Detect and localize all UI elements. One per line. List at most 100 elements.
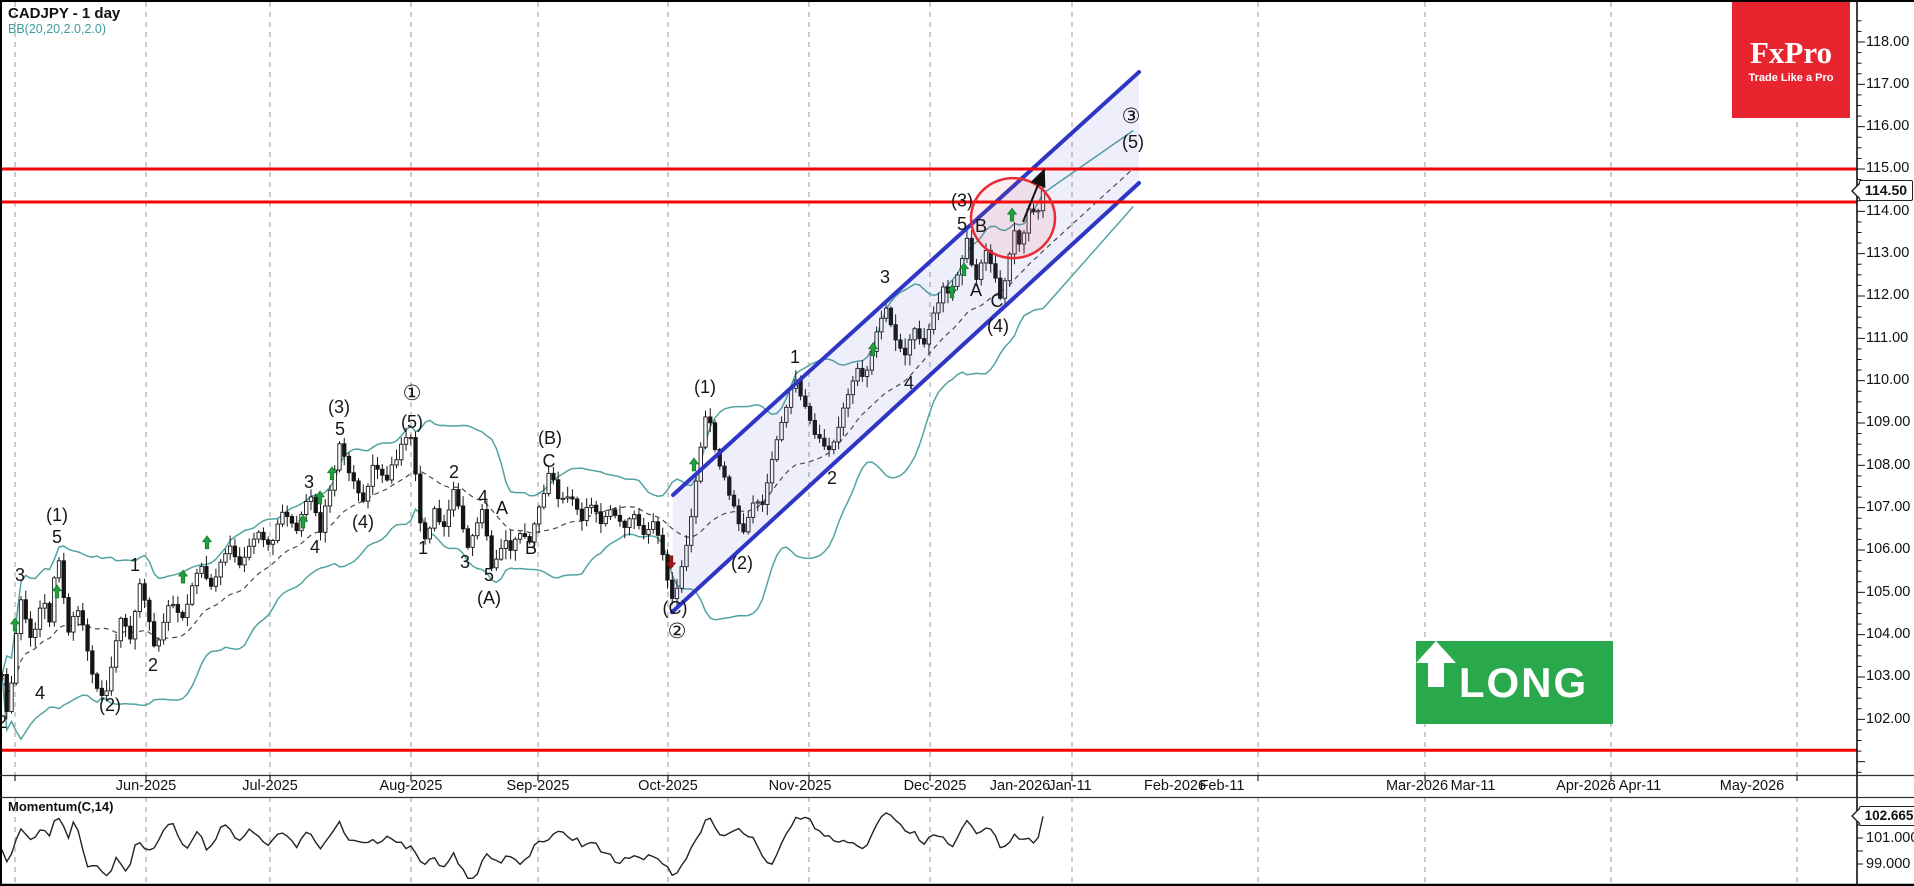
momentum-value-tag: 102.665: [1859, 806, 1914, 826]
candle-body: [408, 437, 413, 440]
candle-body: [907, 339, 913, 356]
candle-body: [180, 611, 185, 619]
wave-label: ②: [668, 620, 687, 643]
candle-body: [603, 515, 608, 525]
wave-label: 1: [790, 347, 800, 367]
candle-body: [717, 449, 722, 467]
candle-body: [670, 579, 675, 599]
candle-body: [674, 587, 680, 599]
candle-body: [536, 506, 542, 525]
candle-body: [175, 604, 181, 613]
candle-body: [546, 472, 551, 495]
candle-body: [351, 472, 356, 482]
candle-body: [803, 395, 808, 407]
candle-body: [289, 516, 295, 524]
candle-body: [974, 264, 979, 280]
candle-body: [232, 545, 238, 558]
candle-body: [665, 554, 670, 581]
candle-body: [342, 443, 347, 457]
candle-body: [560, 497, 566, 500]
candle-body: [888, 307, 894, 326]
price-axis-label: 113.00: [1866, 245, 1910, 262]
date-axis-label: Jul-2025: [242, 778, 298, 794]
candle-body: [118, 617, 123, 642]
candle-body: [199, 565, 204, 574]
candle-body: [979, 262, 984, 280]
price-axis-label: 118.00: [1866, 33, 1910, 50]
candle-body: [446, 509, 451, 527]
date-axis-label: Apr-11: [1618, 778, 1662, 794]
candle-body: [109, 666, 114, 692]
candle-body: [1002, 280, 1008, 299]
date-axis-label: Jun-2025: [115, 778, 177, 794]
candle-body: [308, 496, 314, 502]
wave-label: 3: [460, 552, 470, 572]
candle-body: [209, 577, 214, 587]
candle-body: [266, 539, 271, 545]
price-axis-label: 115.00: [1866, 160, 1910, 177]
candle-body: [503, 540, 509, 549]
buy-arrow-icon: [51, 584, 63, 599]
date-axis-label: Oct-2025: [638, 778, 698, 794]
candle-body: [579, 508, 585, 522]
channel-upper-line[interactable]: [671, 70, 1141, 497]
candle-body: [812, 419, 817, 435]
price-axis-label: 114.00: [1866, 202, 1910, 219]
candle-body: [123, 617, 128, 627]
candle-body: [161, 621, 166, 641]
price-axis-label: 107.00: [1866, 499, 1911, 516]
wave-label: 2: [0, 712, 7, 732]
candle-body: [33, 628, 38, 638]
candle-body: [61, 560, 66, 599]
candle-body: [80, 610, 85, 626]
candle-body: [941, 286, 946, 304]
candle-body: [712, 422, 718, 450]
candle-body: [556, 479, 561, 500]
candle-body: [883, 307, 889, 319]
candle-body: [99, 687, 104, 696]
bb-middle-band: [2, 168, 1134, 694]
candle-body: [1017, 230, 1022, 245]
bollinger-indicator-label: BB(20,20,2.0,2.0): [8, 22, 106, 36]
candle-body: [617, 514, 623, 522]
candle-body: [9, 682, 14, 713]
candle-body: [375, 464, 380, 470]
price-axis-label: 117.00: [1866, 75, 1910, 92]
fxpro-logo-name: FxPro: [1749, 34, 1833, 70]
candle-body: [394, 459, 399, 466]
candle-body: [304, 501, 309, 515]
date-axis-label: Apr-2026: [1556, 778, 1616, 794]
candle-body: [251, 538, 257, 547]
price-axis-label: 110.00: [1866, 372, 1910, 389]
candle-body: [898, 339, 903, 349]
candle-body: [722, 465, 727, 478]
candle-body: [437, 508, 442, 523]
wave-label: ①: [403, 382, 422, 405]
sell-arrow-icon: [665, 555, 677, 570]
wave-label: (4): [987, 316, 1009, 336]
candle-body: [551, 472, 556, 481]
candle-body: [451, 489, 456, 511]
channel-lower-line[interactable]: [670, 180, 1141, 615]
price-axis-label: 108.00: [1866, 456, 1911, 473]
current-price-tag: 114.50: [1859, 180, 1913, 201]
candle-body: [285, 511, 290, 517]
candle-body: [494, 558, 499, 569]
buy-arrow-icon: [958, 262, 970, 277]
wave-label: ③: [1122, 105, 1141, 128]
candle-body: [151, 621, 157, 647]
candle-body: [565, 496, 570, 499]
date-axis-label: May-2026: [1719, 778, 1785, 794]
candle-body: [926, 329, 932, 345]
wave-label: (2): [731, 553, 753, 573]
wave-label: A: [496, 498, 508, 518]
candle-body: [731, 494, 737, 507]
candle-body: [598, 511, 604, 525]
candle-body: [113, 640, 119, 668]
candle-body: [14, 633, 19, 684]
candle-body: [660, 534, 665, 556]
momentum-line: [2, 812, 1044, 879]
candle-body: [475, 522, 480, 537]
